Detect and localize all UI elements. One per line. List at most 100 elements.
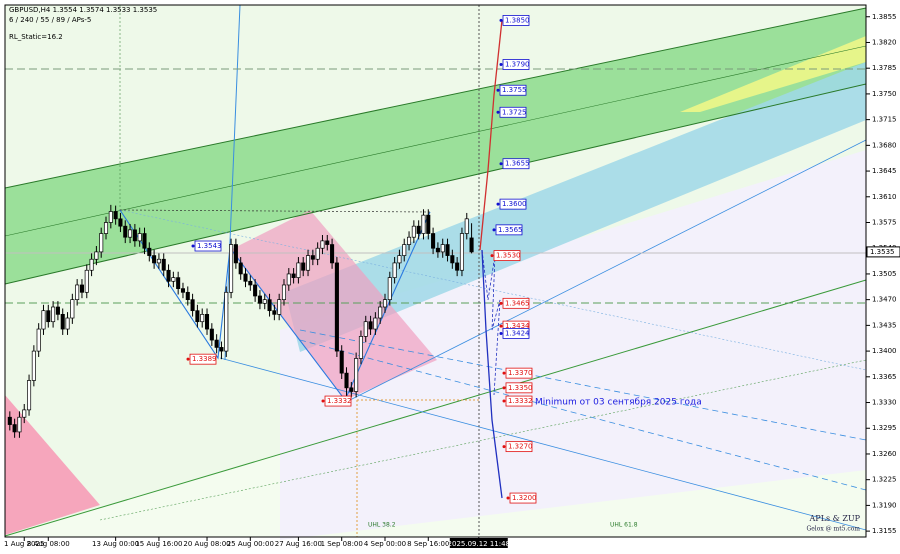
candle-body <box>354 358 359 392</box>
candle-body <box>214 339 219 348</box>
y-tick-label: 1.3575 <box>872 219 897 227</box>
candle-body <box>368 321 373 330</box>
y-tick-label: 1.3610 <box>872 193 897 201</box>
level-box <box>499 198 527 210</box>
fan-line <box>219 357 867 531</box>
candle-body <box>272 310 277 315</box>
candle-body <box>233 244 238 264</box>
watermark: APLs & ZUP <box>809 514 861 523</box>
x-tick-label: 27 Aug 16:00 <box>275 540 322 548</box>
candle-body <box>185 291 190 301</box>
level-label: 1.3565 <box>498 226 523 234</box>
candle-body <box>147 247 152 256</box>
x-tick-label: 25 Aug 00:00 <box>227 540 274 548</box>
pink-pattern <box>230 210 437 400</box>
candle-body <box>243 273 248 282</box>
level-label: 1.3434 <box>505 322 530 330</box>
candle-body <box>426 214 431 234</box>
level-label: 1.3332 <box>508 397 533 405</box>
blue-channel <box>285 62 866 352</box>
level-box <box>324 395 352 407</box>
annotation: Minimum от 03 сентября 2025 года <box>535 398 702 408</box>
subheader: 6 / 240 / 55 / 89 / APs-5 <box>9 16 91 24</box>
y-tick-label: 1.3855 <box>872 13 897 21</box>
level-label: 1.3850 <box>505 16 530 24</box>
candle-body <box>363 321 368 337</box>
watermark: Gelox @ mt5.com <box>806 526 860 533</box>
candle-body <box>315 247 320 260</box>
level-box <box>502 297 530 309</box>
level-marker <box>499 331 503 335</box>
candle-body <box>358 336 363 359</box>
candle-body <box>248 280 253 286</box>
candle-body <box>277 299 282 315</box>
candle-body <box>99 233 104 253</box>
candle-body <box>137 233 142 242</box>
level-marker <box>321 399 325 403</box>
candle-body <box>7 416 12 425</box>
candle-body <box>339 350 344 374</box>
candle-body <box>142 233 147 249</box>
candle-body <box>392 262 397 278</box>
green-channel <box>5 8 866 284</box>
level-box <box>194 240 222 252</box>
fan-line <box>299 339 867 491</box>
candle-body <box>224 291 229 352</box>
y-tick-label: 1.3820 <box>872 38 897 46</box>
candle-body <box>70 299 75 319</box>
candle-body <box>296 262 301 278</box>
candle-body <box>132 229 137 242</box>
candle-body <box>450 255 455 264</box>
candle-body <box>180 288 186 293</box>
y-tick-label: 1.3190 <box>872 501 897 509</box>
candle-body <box>27 380 32 411</box>
candle-body <box>325 240 330 245</box>
y-tick-label: 1.3785 <box>872 64 897 72</box>
plot-frame <box>4 4 867 538</box>
y-tick-label: 1.3295 <box>872 424 897 432</box>
y-tick-label: 1.3400 <box>872 347 897 355</box>
y-tick-label: 1.3715 <box>872 116 897 124</box>
candle-body <box>306 255 311 271</box>
candle-body <box>41 310 46 330</box>
level-box <box>505 382 533 394</box>
y-tick-label: 1.3645 <box>872 167 897 175</box>
level-box <box>505 395 533 407</box>
levels: 1.3850 1.3790 1.3755 1.3725 1.3655 1.3600 1.35… <box>186 15 537 504</box>
level-marker <box>499 162 503 166</box>
y-tick-label: 1.3330 <box>872 399 897 407</box>
y-tick-label: 1.3470 <box>872 296 897 304</box>
level-label: 1.3530 <box>496 252 521 260</box>
candle-body <box>31 350 36 381</box>
candle-body <box>166 269 171 282</box>
forecast-up <box>479 19 503 251</box>
channel-label: UHL 61.8 <box>610 522 638 529</box>
candle-body <box>416 225 421 234</box>
x-tick-label: 8 Sep 16:00 <box>407 540 449 548</box>
level-label: 1.3424 <box>505 329 530 337</box>
candle-body <box>229 244 234 293</box>
candle-body <box>22 409 27 418</box>
fan-line <box>299 329 867 441</box>
drawings: UHL 38.2 UHL 61.8 <box>4 4 867 540</box>
candle-body <box>253 284 258 297</box>
candle-body <box>378 306 383 319</box>
candle-body <box>411 225 416 238</box>
candle-body <box>84 269 89 293</box>
level-marker <box>502 371 506 375</box>
candle-body <box>200 314 205 323</box>
level-box <box>502 15 530 26</box>
level-marker <box>502 445 506 449</box>
y-tick-label: 1.3225 <box>872 476 897 484</box>
candle-body <box>65 317 70 330</box>
candle-body <box>267 299 272 312</box>
price-label: 1.3535 <box>870 248 895 256</box>
candle-body <box>344 372 349 389</box>
x-tick-label: 15 Aug 16:00 <box>135 540 182 548</box>
price-box <box>866 246 900 258</box>
candle-body <box>464 218 469 234</box>
fib-line <box>119 209 867 371</box>
x-tick-label: 8 Aug 08:00 <box>27 540 70 548</box>
level-marker <box>499 324 503 328</box>
